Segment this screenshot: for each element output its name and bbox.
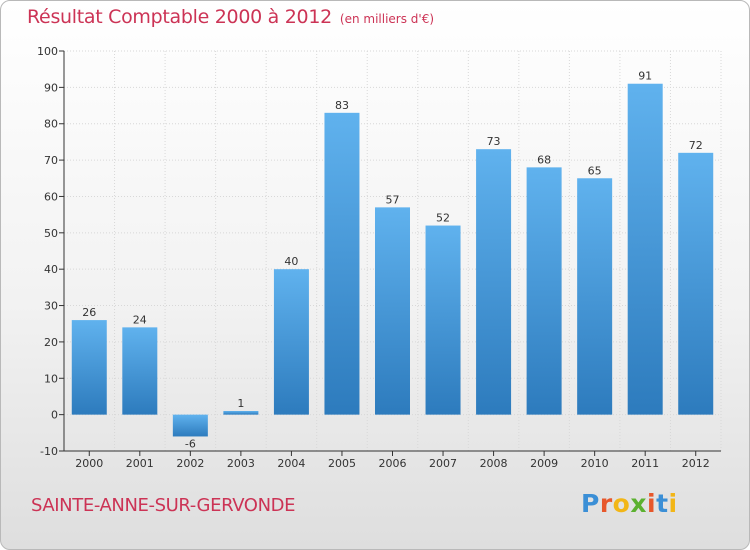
y-tick-label: 60	[44, 190, 58, 203]
labels: 26 24 -6 1 40 83 57 52 73 68 65 91 72	[82, 70, 702, 451]
value-label: 68	[537, 153, 551, 166]
logo-letter: i	[647, 489, 657, 518]
bar-2011	[627, 83, 663, 415]
value-label: 72	[689, 139, 703, 152]
value-label: 65	[588, 164, 602, 177]
logo-letter: t	[656, 489, 669, 518]
x-tick-label: 2003	[227, 457, 255, 470]
value-label: 40	[284, 255, 298, 268]
x-tick-label: 2004	[277, 457, 305, 470]
value-label: -6	[185, 437, 196, 450]
y-tick-label: 30	[44, 300, 58, 313]
x-tick-label: 2000	[75, 457, 103, 470]
y-tick-label: 40	[44, 263, 58, 276]
value-label: 26	[82, 306, 96, 319]
bars	[71, 83, 714, 437]
x-tick-label: 2011	[631, 457, 659, 470]
x-tick-label: 2001	[126, 457, 154, 470]
x-tick-label: 2006	[379, 457, 407, 470]
bar-2000	[71, 320, 107, 415]
x-tick-label: 2009	[530, 457, 558, 470]
bar-2002	[172, 414, 208, 437]
axes: -10 0 10 20 30 40 50 60 70 80 90 100 2000 2001 2002 200…	[37, 45, 721, 470]
value-label: 91	[638, 70, 652, 83]
bar-2007	[425, 225, 461, 415]
y-tick-label: 90	[44, 81, 58, 94]
value-label: 73	[487, 135, 501, 148]
value-label: 52	[436, 212, 450, 225]
bar-2009	[526, 167, 562, 415]
y-tick-label: 0	[51, 409, 58, 422]
logo-letter: P	[581, 489, 600, 518]
logo-letter: x	[630, 489, 647, 518]
y-tick-label: 80	[44, 118, 58, 131]
value-label: 57	[386, 193, 400, 206]
commune-name: SAINTE-ANNE-SUR-GERVONDE	[31, 495, 296, 516]
y-tick-label: 100	[37, 45, 58, 58]
y-tick-label: 10	[44, 372, 58, 385]
chart-subtitle: (en milliers d'€)	[339, 12, 435, 26]
bar-2010	[577, 178, 613, 415]
bar-2008	[476, 149, 512, 415]
x-tick-label: 2012	[682, 457, 710, 470]
logo-letter: i	[668, 489, 678, 518]
x-tick-label: 2010	[581, 457, 609, 470]
bar-2003	[223, 411, 259, 415]
x-tick-label: 2007	[429, 457, 457, 470]
value-label: 1	[237, 397, 244, 410]
bar-2005	[324, 112, 360, 415]
y-tick-label: 50	[44, 227, 58, 240]
x-tick-label: 2005	[328, 457, 356, 470]
proxiti-logo[interactable]: Proxiti	[581, 489, 678, 518]
bar-2001	[122, 327, 158, 415]
bar-2012	[678, 152, 714, 415]
x-tick-label: 2008	[480, 457, 508, 470]
value-label: 24	[133, 313, 147, 326]
chart-header: Résultat Comptable 2000 à 2012 (en millie…	[27, 6, 434, 28]
bar-2006	[375, 207, 410, 415]
logo-letter: r	[599, 489, 613, 518]
y-tick-label: 70	[44, 154, 58, 167]
grid	[63, 50, 722, 452]
y-tick-label: -10	[40, 445, 58, 458]
chart-title: Résultat Comptable 2000 à 2012	[27, 6, 332, 28]
value-label: 83	[335, 99, 349, 112]
y-tick-label: 20	[44, 336, 58, 349]
logo-letter: o	[612, 489, 631, 518]
bar-2004	[273, 269, 309, 415]
x-tick-label: 2002	[176, 457, 204, 470]
